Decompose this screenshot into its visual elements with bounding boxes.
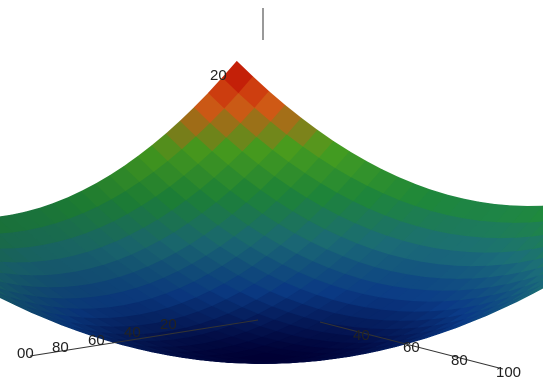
surface-patch: [530, 222, 543, 237]
surface-patch: [532, 238, 543, 250]
x-tick-label: 20: [160, 316, 177, 333]
x-tick-label: 40: [124, 324, 141, 341]
surface-patch: [536, 262, 543, 269]
surface-patch: [526, 279, 543, 291]
y-tick-label: 100: [496, 364, 521, 381]
y-tick-label: 40: [353, 327, 370, 344]
surface-patch: [528, 205, 543, 223]
surface-mesh: [0, 60, 543, 365]
surface-patch: [528, 283, 543, 294]
x-tick-label: 00: [17, 345, 34, 362]
surface-patch: [538, 271, 543, 276]
x-tick-label: 60: [88, 332, 105, 349]
surface-patch: [530, 286, 543, 295]
x-tick-label: 80: [52, 339, 69, 356]
z-tick-label: 20: [210, 67, 227, 84]
tick-labels: 00 80 60 40 20 40 60 80 100 20: [17, 67, 521, 381]
x-axis-line: [29, 319, 259, 357]
y-tick-label: 80: [451, 352, 468, 369]
surface-patch: [534, 251, 543, 260]
y-axis-line: [319, 321, 504, 370]
y-tick-label: 60: [403, 339, 420, 356]
axes: [29, 8, 504, 370]
